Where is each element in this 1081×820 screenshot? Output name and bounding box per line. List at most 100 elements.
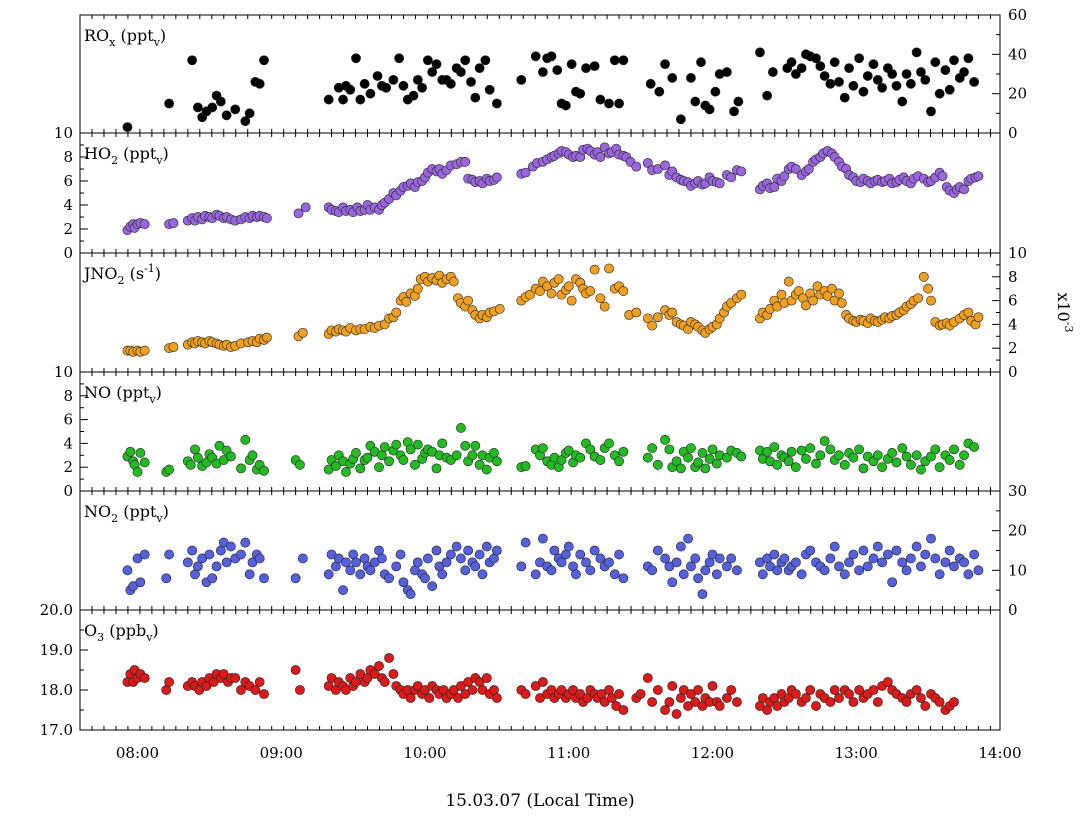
- data-point: [822, 290, 833, 301]
- panel-frame: [79, 252, 1001, 373]
- data-point: [614, 456, 624, 467]
- data-point: [470, 561, 481, 572]
- data-point: [460, 440, 471, 451]
- data-point: [618, 573, 629, 584]
- data-point: [700, 463, 711, 474]
- data-point: [135, 577, 146, 588]
- series-points: [122, 47, 980, 132]
- data-point: [911, 541, 922, 552]
- data-point: [391, 561, 402, 572]
- data-point: [940, 557, 951, 568]
- y-tick-label: 20: [1008, 522, 1027, 540]
- data-point: [729, 106, 739, 117]
- data-point: [887, 448, 898, 458]
- data-point: [494, 304, 505, 314]
- data-point: [949, 55, 959, 66]
- label-end: ): [152, 621, 158, 640]
- data-point: [710, 86, 721, 97]
- y-tick-label: 20.0: [40, 601, 73, 619]
- data-point: [437, 569, 448, 580]
- data-point: [295, 459, 305, 470]
- label-unit: (ppt: [118, 144, 157, 163]
- y-tick-label: 10: [1008, 244, 1027, 262]
- data-point: [481, 464, 492, 475]
- data-point: [422, 55, 433, 66]
- panel-5: 0 10 20 30 NO2 (pptv): [79, 482, 1027, 619]
- data-point: [254, 78, 265, 89]
- data-point: [408, 90, 419, 101]
- data-point: [973, 171, 984, 182]
- data-point: [226, 541, 236, 552]
- data-point: [164, 677, 175, 687]
- data-point: [345, 565, 356, 576]
- data-point: [872, 697, 883, 707]
- data-point: [905, 459, 916, 470]
- data-point: [553, 274, 564, 285]
- data-point: [848, 80, 859, 91]
- data-point: [704, 453, 715, 464]
- data-point: [819, 71, 830, 81]
- data-point: [940, 65, 951, 75]
- y-tick-label: 17.0: [40, 721, 73, 739]
- data-point: [161, 573, 172, 584]
- data-point: [384, 573, 394, 584]
- data-point: [585, 286, 596, 296]
- data-point: [589, 61, 600, 72]
- series-points: [122, 423, 980, 477]
- data-point: [642, 313, 653, 324]
- data-point: [595, 152, 606, 162]
- data-point: [122, 122, 133, 132]
- data-point: [897, 96, 908, 107]
- label-unit: (ppt: [118, 502, 157, 521]
- data-point: [652, 459, 663, 470]
- data-point: [581, 63, 591, 73]
- data-point: [211, 561, 222, 572]
- data-point: [240, 537, 251, 548]
- data-point: [215, 96, 226, 107]
- data-point: [405, 444, 416, 455]
- data-point: [683, 452, 693, 463]
- data-point: [949, 444, 959, 455]
- label-subscript: x: [109, 36, 116, 49]
- data-point: [901, 451, 912, 462]
- label-unit-subscript: v: [148, 393, 156, 406]
- panel-frame: [79, 132, 1001, 254]
- data-point: [300, 202, 311, 213]
- data-point: [290, 573, 301, 584]
- data-point: [690, 96, 701, 107]
- data-point: [394, 53, 405, 64]
- data-point: [480, 55, 491, 66]
- data-point: [891, 545, 902, 556]
- data-point: [783, 276, 794, 287]
- data-point: [642, 452, 653, 463]
- data-point: [135, 448, 146, 458]
- data-point: [395, 549, 406, 560]
- data-point: [916, 561, 926, 572]
- data-point: [796, 569, 807, 580]
- data-point: [905, 553, 916, 564]
- data-point: [204, 549, 215, 560]
- data-point: [187, 545, 198, 556]
- data-point: [581, 557, 591, 568]
- data-point: [491, 172, 502, 183]
- data-point: [834, 288, 844, 299]
- series-points: [122, 533, 984, 600]
- data-point: [660, 434, 670, 445]
- data-point: [604, 557, 614, 568]
- data-point: [693, 685, 704, 695]
- data-point: [470, 92, 481, 103]
- data-point: [736, 289, 747, 300]
- data-point: [398, 577, 409, 588]
- data-point: [767, 67, 778, 77]
- data-point: [854, 565, 865, 576]
- data-point: [182, 557, 193, 568]
- data-point: [431, 59, 442, 70]
- data-point: [466, 76, 476, 87]
- data-point: [261, 332, 272, 343]
- data-point: [595, 293, 606, 304]
- data-point: [381, 82, 392, 93]
- data-point: [341, 557, 351, 568]
- data-point: [412, 75, 423, 85]
- data-point: [467, 685, 478, 695]
- data-point: [618, 55, 629, 66]
